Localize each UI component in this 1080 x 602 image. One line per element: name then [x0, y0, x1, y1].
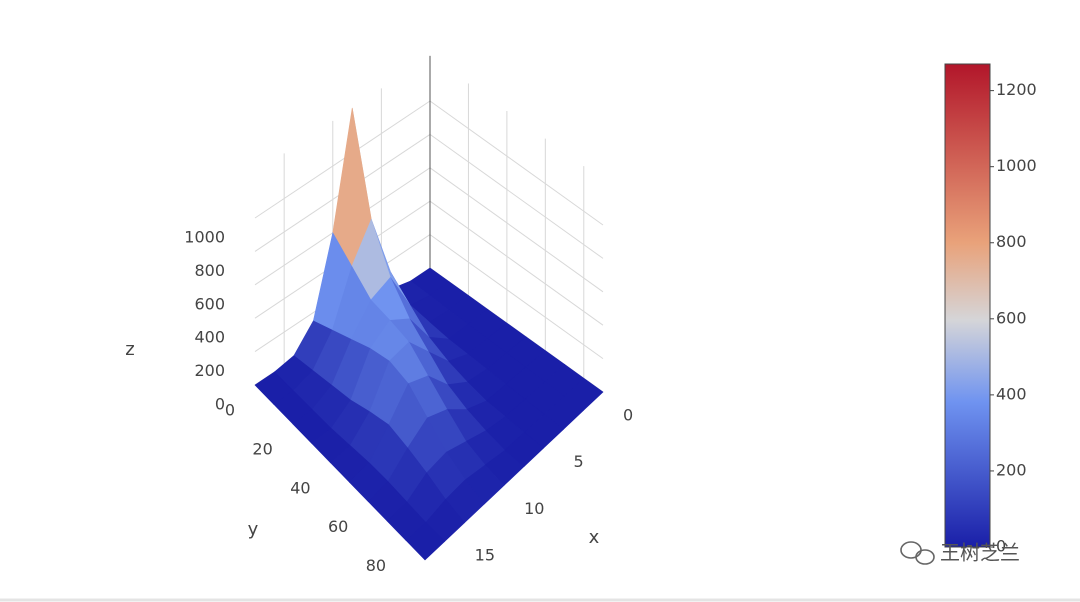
x-tick-label: 5	[574, 452, 584, 471]
z-tick-label: 200	[194, 361, 225, 380]
y-tick-label: 80	[366, 556, 386, 575]
colorbar-tick-label: 800	[996, 232, 1027, 251]
colorbar-ticks: 0 200 400 600 800 1000 1200	[990, 80, 1037, 556]
y-tick-label: 0	[225, 401, 235, 420]
z-tick-label: 0	[215, 395, 225, 414]
z-grid-line	[429, 167, 604, 293]
colorbar	[944, 63, 991, 548]
x-tick-label: 15	[475, 546, 495, 565]
z-grid-line	[254, 100, 431, 219]
z-grid-line	[429, 133, 604, 259]
surface	[254, 107, 604, 561]
z-axis-title: z	[125, 339, 134, 360]
y-tick-label: 60	[328, 517, 348, 536]
y-axis-title: y	[248, 519, 259, 540]
watermark: 王树芝兰	[940, 541, 1020, 565]
x-tick-label: 10	[524, 499, 544, 518]
watermark-icon	[900, 541, 935, 565]
x-tick-label: 0	[623, 406, 633, 425]
colorbar-tick-label: 1000	[996, 156, 1037, 175]
colorbar-tick-label: 0	[996, 537, 1006, 556]
colorbar-tick-label: 400	[996, 384, 1027, 403]
z-grid-line	[429, 200, 604, 326]
surface-cell	[405, 522, 446, 561]
y-tick-label: 40	[290, 478, 310, 497]
colorbar-tick-label: 200	[996, 460, 1027, 479]
z-tick-label: 400	[194, 328, 225, 347]
y-tick-label: 20	[252, 439, 272, 458]
colorbar-tick-label: 1200	[996, 80, 1037, 99]
z-tick-label: 1000	[184, 228, 225, 247]
z-grid-line	[429, 100, 604, 226]
x-axis-title: x	[589, 527, 600, 548]
z-tick-label: 800	[194, 261, 225, 280]
colorbar-tick-label: 600	[996, 308, 1027, 327]
z-grid-line	[429, 234, 604, 360]
z-tick-label: 600	[194, 294, 225, 313]
